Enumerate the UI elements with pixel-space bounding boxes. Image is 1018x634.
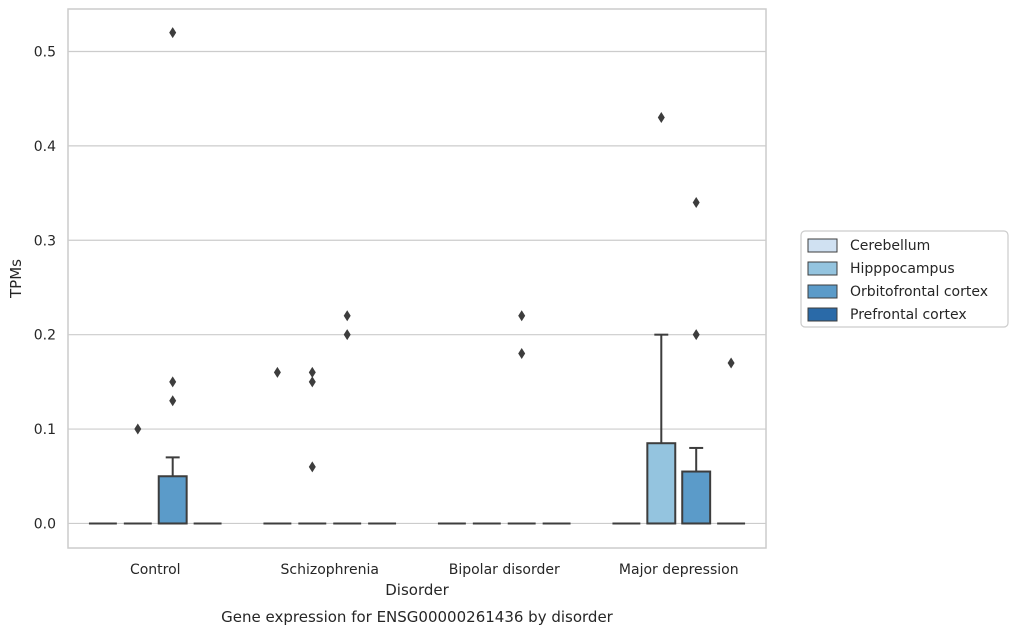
outlier-point — [343, 329, 351, 341]
box — [646, 442, 677, 525]
y-tick-label: 0.5 — [34, 44, 56, 60]
y-axis-label: TPMs — [7, 259, 25, 299]
outlier-point — [308, 461, 316, 473]
outlier-point — [692, 329, 700, 341]
outlier-point — [169, 376, 177, 388]
chart-caption: Gene expression for ENSG00000261436 by d… — [221, 608, 614, 626]
legend-swatch — [807, 284, 838, 299]
box — [157, 475, 188, 525]
outlier-point — [169, 395, 177, 407]
x-tick-label: Bipolar disorder — [449, 562, 560, 578]
legend-label: Cerebellum — [850, 238, 930, 254]
plot-frame — [67, 8, 767, 549]
outlier-point — [692, 197, 700, 209]
outlier-point — [518, 348, 526, 360]
box — [681, 470, 712, 525]
legend-frame — [800, 230, 1009, 328]
outlier-point — [308, 366, 316, 378]
y-tick-label: 0.0 — [34, 516, 56, 532]
y-tick-label: 0.3 — [34, 233, 56, 249]
outlier-point — [134, 423, 142, 435]
x-axis-label: Disorder — [385, 581, 449, 599]
outlier-point — [308, 376, 316, 388]
x-tick-label: Major depression — [619, 562, 739, 578]
outlier-point — [343, 310, 351, 322]
legend-swatch — [807, 261, 838, 276]
x-tick-label: Schizophrenia — [281, 562, 379, 578]
y-tick-label: 0.4 — [34, 139, 56, 155]
legend-label: Prefrontal cortex — [850, 307, 967, 323]
legend-label: Orbitofrontal cortex — [850, 284, 988, 300]
outlier-point — [169, 27, 177, 39]
legend-label: Hipppocampus — [850, 261, 955, 277]
outlier-point — [518, 310, 526, 322]
y-tick-label: 0.2 — [34, 328, 56, 344]
outlier-point — [273, 366, 281, 378]
outlier-point — [727, 357, 735, 369]
outlier-point — [657, 112, 665, 124]
x-tick-label: Control — [130, 562, 181, 578]
y-tick-label: 0.1 — [34, 422, 56, 438]
legend-swatch — [807, 238, 838, 253]
legend-swatch — [807, 307, 838, 322]
